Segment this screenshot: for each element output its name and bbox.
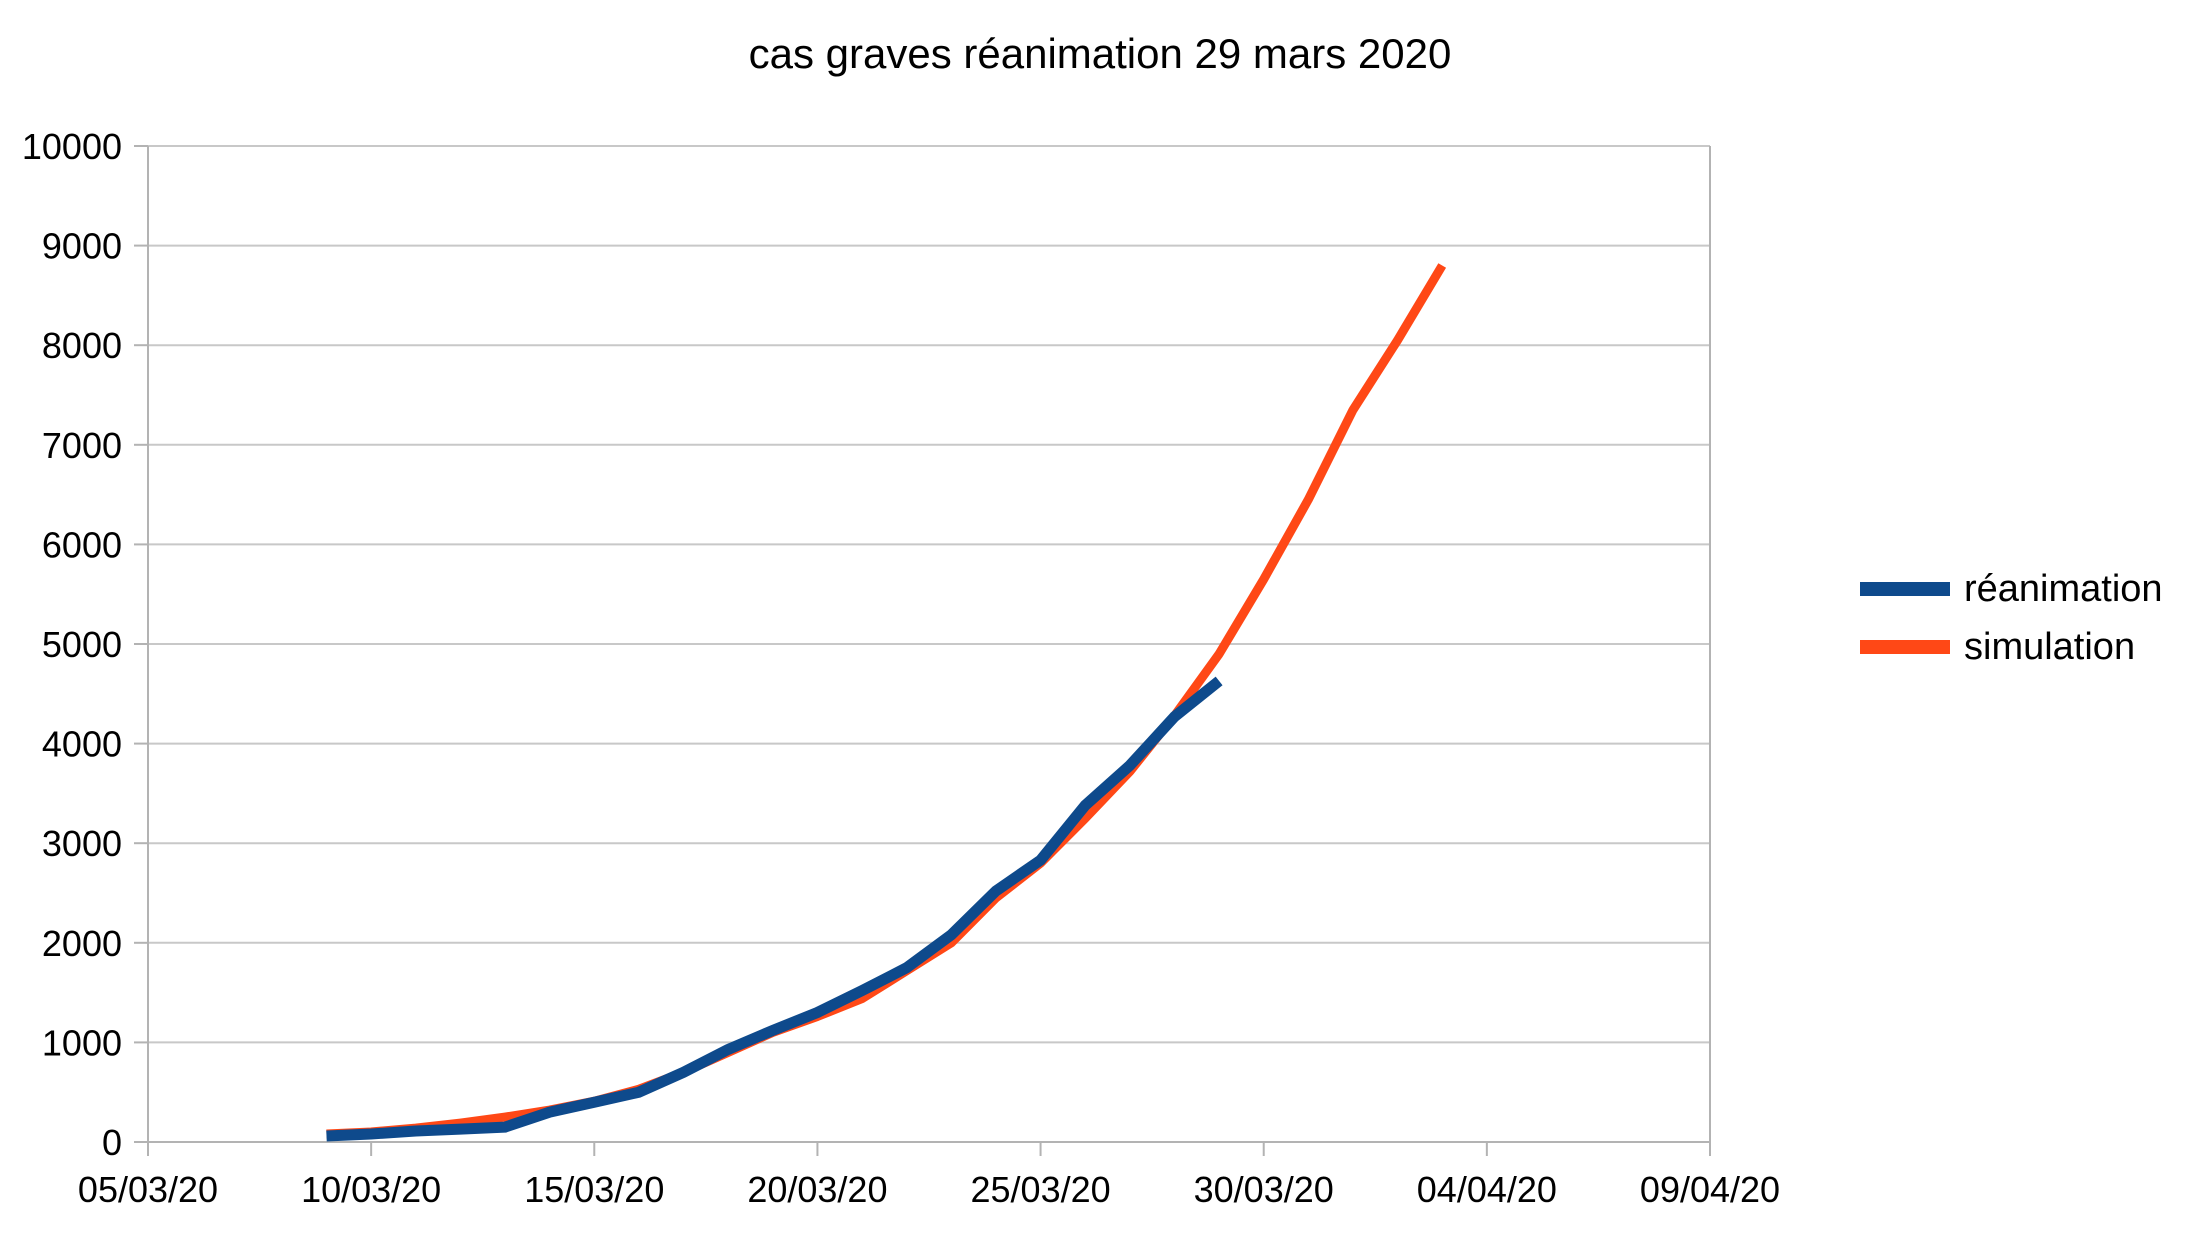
y-tick-label: 2000: [42, 923, 122, 964]
x-tick-label: 15/03/20: [524, 1169, 664, 1210]
y-tick-label: 1000: [42, 1022, 122, 1063]
x-tick-label: 20/03/20: [747, 1169, 887, 1210]
y-tick-label: 0: [102, 1122, 122, 1163]
legend-item-simulation: simulation: [1860, 618, 2163, 676]
x-tick-label: 04/04/20: [1417, 1169, 1557, 1210]
x-tick-label: 25/03/20: [971, 1169, 1111, 1210]
x-axis-ticks: 05/03/20 10/03/20 15/03/20 20/03/20 25/03/20…: [78, 1169, 1780, 1210]
x-tick-label: 05/03/20: [78, 1169, 218, 1210]
chart-title: cas graves réanimation 29 mars 2020: [748, 30, 1452, 77]
x-tick-label: 10/03/20: [301, 1169, 441, 1210]
y-tick-label: 3000: [42, 823, 122, 864]
y-tick-label: 6000: [42, 524, 122, 565]
x-tick-label: 30/03/20: [1194, 1169, 1334, 1210]
legend-label-simulation: simulation: [1964, 625, 2136, 668]
y-tick-label: 7000: [42, 425, 122, 466]
series-lines: [326, 263, 1447, 1142]
y-tick-label: 8000: [42, 325, 122, 366]
grid-lines: [148, 145, 1710, 1143]
y-tick-label: 9000: [42, 226, 122, 267]
legend-item-reanimation: réanimation: [1860, 560, 2163, 618]
y-tick-label: 10000: [22, 126, 122, 167]
legend-label-reanimation: réanimation: [1964, 567, 2163, 610]
y-tick-label: 5000: [42, 624, 122, 665]
axes: [134, 145, 1711, 1156]
legend: réanimation simulation: [1860, 560, 2163, 676]
legend-swatch-reanimation: [1860, 582, 1950, 596]
series-line-reanimation: [326, 676, 1223, 1142]
series-line-simulation: [326, 263, 1447, 1139]
legend-swatch-simulation: [1860, 640, 1950, 654]
x-tick-label: 09/04/20: [1640, 1169, 1780, 1210]
y-tick-label: 4000: [42, 724, 122, 765]
y-axis-ticks: 0 1000 2000 3000 4000 5000 6000 7000 8000 9000 100…: [22, 126, 122, 1163]
